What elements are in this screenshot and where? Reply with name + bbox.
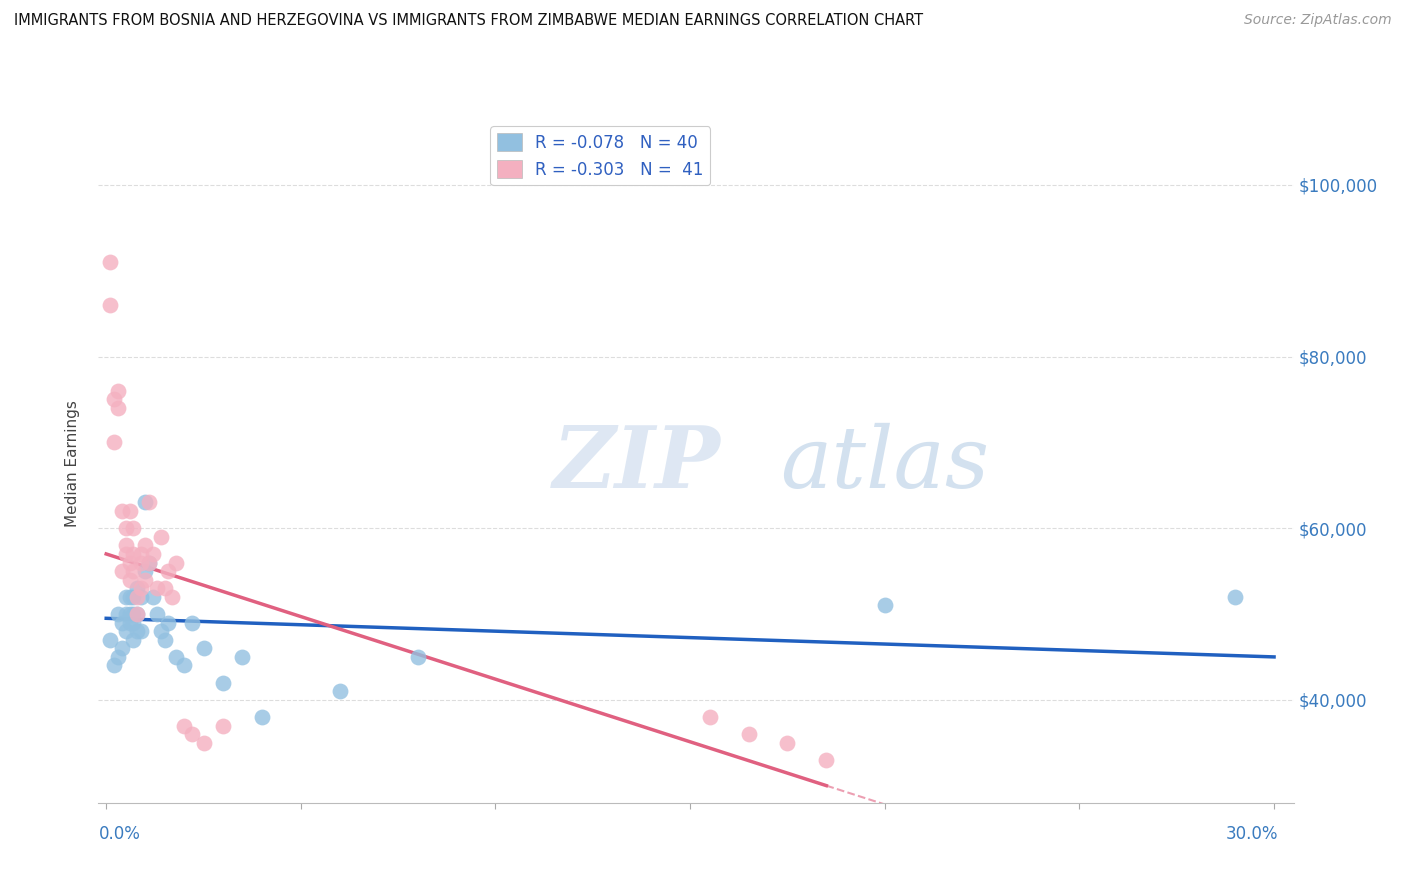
Point xyxy=(114,590,136,604)
Point xyxy=(1223,590,1246,604)
Point xyxy=(118,573,141,587)
Text: 30.0%: 30.0% xyxy=(1226,825,1278,843)
Point xyxy=(114,538,136,552)
Point xyxy=(127,581,149,595)
Point xyxy=(250,710,273,724)
Point xyxy=(212,718,235,732)
Point xyxy=(129,556,152,570)
Point xyxy=(127,590,149,604)
Point xyxy=(114,624,136,639)
Point xyxy=(212,675,235,690)
Point xyxy=(122,521,145,535)
Point xyxy=(173,658,195,673)
Point xyxy=(165,649,187,664)
Point xyxy=(134,573,156,587)
Point xyxy=(122,564,145,578)
Point xyxy=(173,718,195,732)
Point xyxy=(162,590,184,604)
Point xyxy=(134,564,156,578)
Text: IMMIGRANTS FROM BOSNIA AND HERZEGOVINA VS IMMIGRANTS FROM ZIMBABWE MEDIAN EARNIN: IMMIGRANTS FROM BOSNIA AND HERZEGOVINA V… xyxy=(14,13,924,29)
Point xyxy=(118,504,141,518)
Point xyxy=(873,599,896,613)
Point xyxy=(111,504,134,518)
Point xyxy=(134,495,156,509)
Point xyxy=(103,658,125,673)
Point xyxy=(111,564,134,578)
Point xyxy=(118,590,141,604)
Point xyxy=(127,607,149,621)
Point xyxy=(122,590,145,604)
Point xyxy=(118,607,141,621)
Point xyxy=(406,649,429,664)
Point xyxy=(122,547,145,561)
Legend: R = -0.078   N = 40, R = -0.303   N =  41: R = -0.078 N = 40, R = -0.303 N = 41 xyxy=(491,127,710,186)
Point xyxy=(699,710,721,724)
Point xyxy=(129,624,152,639)
Point xyxy=(153,581,176,595)
Point xyxy=(149,530,172,544)
Point xyxy=(107,649,129,664)
Point xyxy=(142,590,165,604)
Point xyxy=(231,649,253,664)
Point xyxy=(122,615,145,630)
Point xyxy=(111,615,134,630)
Point xyxy=(103,435,125,450)
Point xyxy=(107,607,129,621)
Point xyxy=(122,607,145,621)
Point xyxy=(157,564,180,578)
Point xyxy=(149,624,172,639)
Point xyxy=(98,632,121,647)
Point xyxy=(329,684,352,698)
Point xyxy=(193,641,215,656)
Point xyxy=(129,581,152,595)
Point xyxy=(98,298,121,312)
Point xyxy=(118,556,141,570)
Point xyxy=(138,556,160,570)
Text: 0.0%: 0.0% xyxy=(98,825,141,843)
Point xyxy=(815,753,838,767)
Point xyxy=(134,538,156,552)
Point xyxy=(103,392,125,407)
Point xyxy=(114,547,136,561)
Point xyxy=(98,255,121,269)
Point xyxy=(157,615,180,630)
Text: Source: ZipAtlas.com: Source: ZipAtlas.com xyxy=(1244,13,1392,28)
Text: ZIP: ZIP xyxy=(553,422,720,506)
Point xyxy=(165,556,187,570)
Point xyxy=(127,624,149,639)
Point xyxy=(193,736,215,750)
Point xyxy=(114,521,136,535)
Point xyxy=(122,632,145,647)
Point xyxy=(180,727,202,741)
Point xyxy=(180,615,202,630)
Point xyxy=(776,736,799,750)
Point xyxy=(129,547,152,561)
Point xyxy=(737,727,759,741)
Point xyxy=(138,556,160,570)
Point xyxy=(153,632,176,647)
Point xyxy=(114,607,136,621)
Point xyxy=(107,401,129,415)
Point xyxy=(107,384,129,398)
Y-axis label: Median Earnings: Median Earnings xyxy=(65,401,80,527)
Point xyxy=(129,590,152,604)
Point xyxy=(146,607,169,621)
Text: atlas: atlas xyxy=(779,423,988,505)
Point xyxy=(146,581,169,595)
Point xyxy=(127,607,149,621)
Point xyxy=(138,495,160,509)
Point xyxy=(111,641,134,656)
Point xyxy=(142,547,165,561)
Point xyxy=(118,615,141,630)
